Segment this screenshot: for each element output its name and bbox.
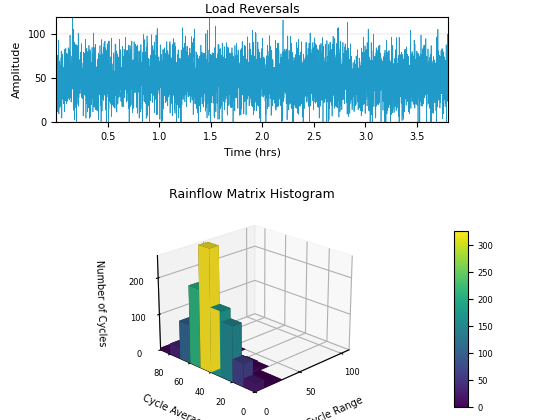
Y-axis label: Cycle Average: Cycle Average (141, 393, 209, 420)
Title: Load Reversals: Load Reversals (205, 3, 299, 16)
X-axis label: Cycle Range: Cycle Range (305, 395, 365, 420)
Title: Rainflow Matrix Histogram: Rainflow Matrix Histogram (169, 188, 335, 201)
Y-axis label: Amplitude: Amplitude (12, 41, 22, 98)
X-axis label: Time (hrs): Time (hrs) (223, 147, 281, 158)
